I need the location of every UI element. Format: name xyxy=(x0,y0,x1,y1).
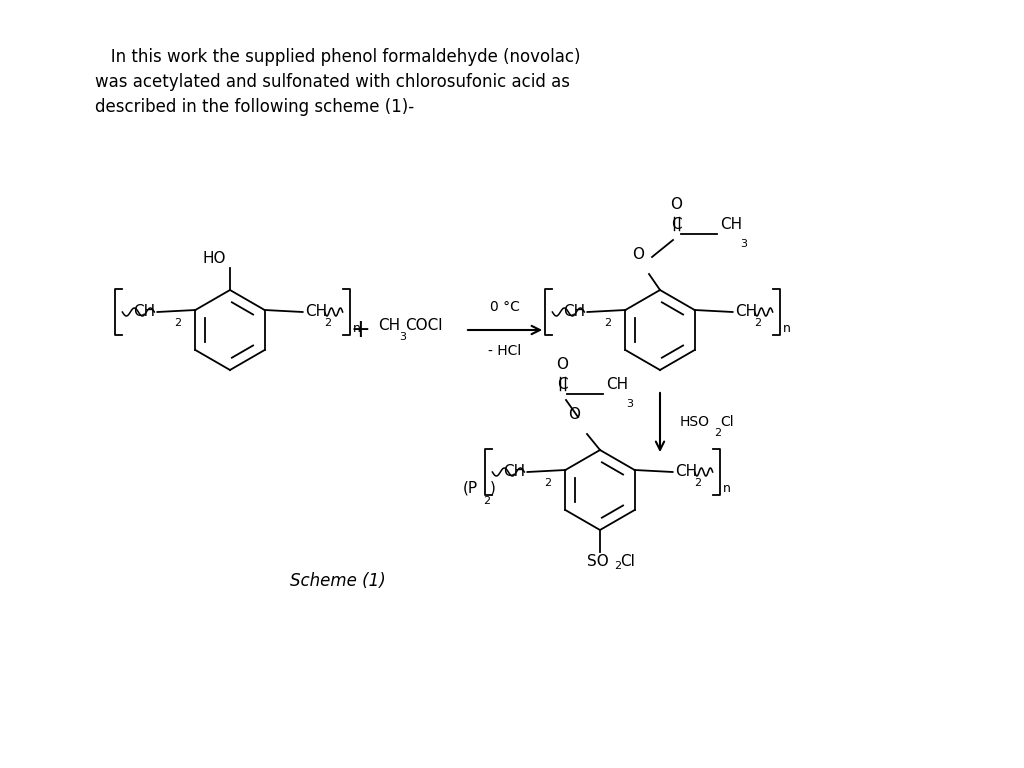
Text: COCl: COCl xyxy=(406,317,442,333)
Text: 2: 2 xyxy=(604,318,611,328)
Text: n: n xyxy=(782,322,791,335)
Text: 3: 3 xyxy=(626,399,633,409)
Text: Cl: Cl xyxy=(620,554,635,569)
Text: CH: CH xyxy=(734,303,757,319)
Text: 2: 2 xyxy=(324,318,331,328)
Text: CH: CH xyxy=(133,303,156,319)
Text: SO: SO xyxy=(587,554,609,569)
Text: CH: CH xyxy=(720,217,742,232)
Text: O: O xyxy=(556,357,568,372)
Text: 2: 2 xyxy=(174,318,181,328)
Text: CH: CH xyxy=(563,303,586,319)
Text: 2: 2 xyxy=(614,561,622,571)
Text: 3: 3 xyxy=(740,239,746,249)
Text: HO: HO xyxy=(203,251,226,266)
Text: Cl: Cl xyxy=(720,415,733,429)
Text: n: n xyxy=(352,322,360,335)
Text: 0 °C: 0 °C xyxy=(490,300,520,314)
Text: 2: 2 xyxy=(693,478,700,488)
Text: 3: 3 xyxy=(399,332,406,342)
Text: C: C xyxy=(557,377,567,392)
Text: O: O xyxy=(632,247,644,262)
Text: CH: CH xyxy=(305,303,327,319)
Text: n: n xyxy=(723,482,730,495)
Text: In this work the supplied phenol formaldehyde (novolac)
was acetylated and sulfo: In this work the supplied phenol formald… xyxy=(95,48,581,116)
Text: O: O xyxy=(670,197,682,212)
Text: C: C xyxy=(671,217,681,232)
Text: (P: (P xyxy=(463,481,478,495)
Text: 2: 2 xyxy=(714,428,721,438)
Text: ): ) xyxy=(490,481,496,495)
Text: - HCl: - HCl xyxy=(488,344,521,358)
Text: +: + xyxy=(350,318,370,342)
Text: HSO: HSO xyxy=(680,415,710,429)
Text: 2: 2 xyxy=(754,318,761,328)
Text: CH: CH xyxy=(503,464,525,478)
Text: O: O xyxy=(568,407,580,422)
Text: 2: 2 xyxy=(545,478,552,488)
Text: Scheme (1): Scheme (1) xyxy=(290,572,386,590)
Text: CH: CH xyxy=(675,464,696,478)
Text: CH: CH xyxy=(606,377,628,392)
Text: 2: 2 xyxy=(483,496,490,506)
Text: CH: CH xyxy=(378,317,400,333)
